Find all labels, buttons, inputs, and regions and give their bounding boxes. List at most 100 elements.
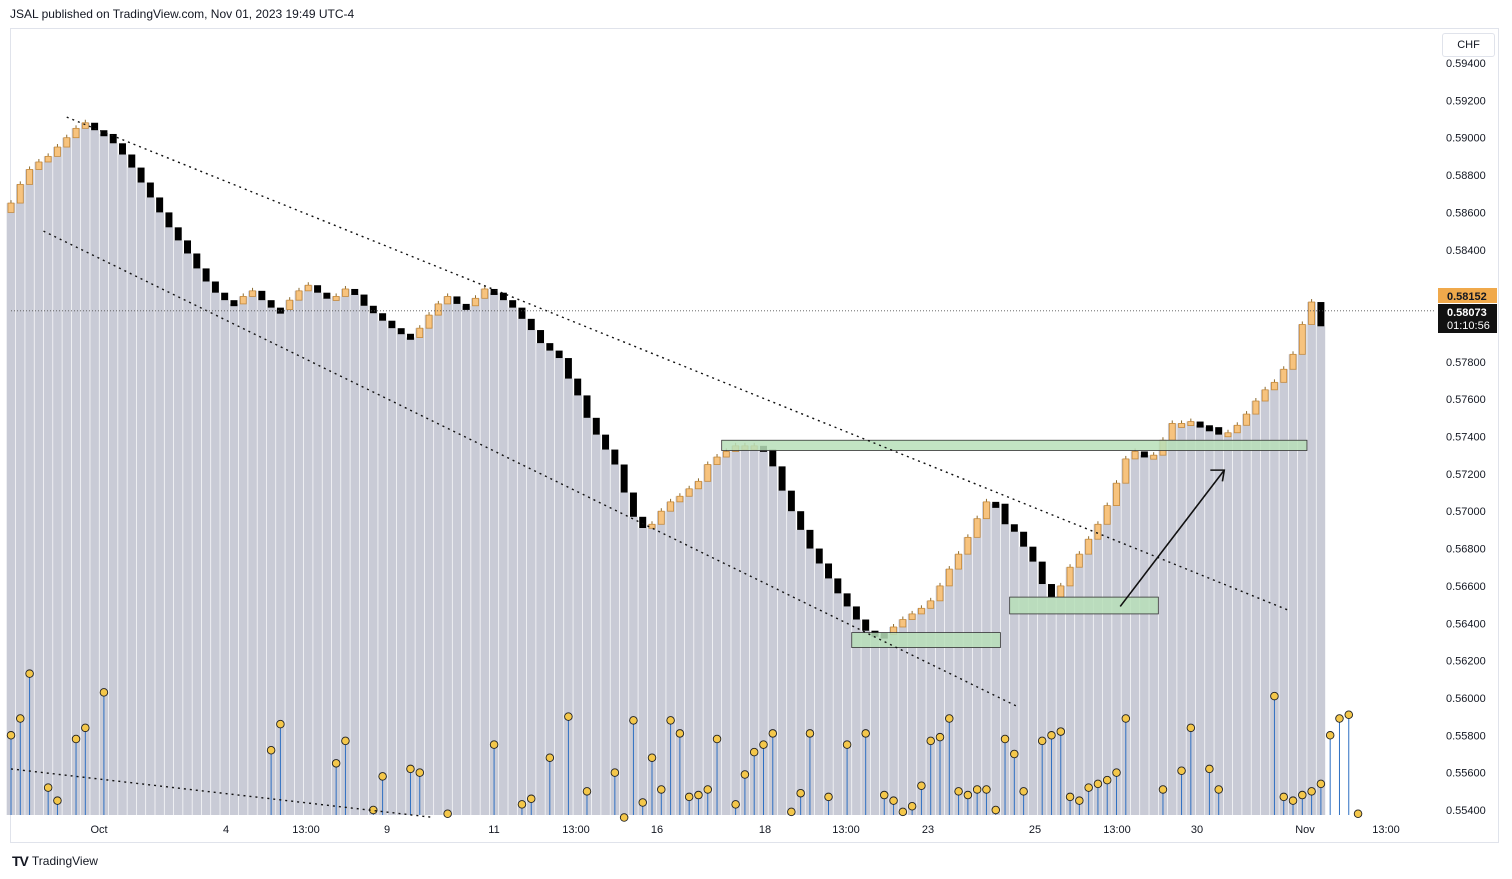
volume-column	[1047, 597, 1056, 815]
down-candle	[1029, 546, 1037, 562]
volume-column	[972, 518, 982, 815]
up-candle	[704, 464, 712, 482]
up-candle	[955, 553, 962, 570]
down-candle	[639, 516, 647, 529]
down-candle	[1205, 425, 1213, 432]
signal-dot	[694, 790, 703, 800]
volume-column	[43, 156, 53, 815]
volume-column	[461, 305, 471, 815]
tradingview-footer[interactable]: TV TradingView	[12, 853, 98, 869]
volume-column	[907, 613, 917, 815]
y-axis-tick-label: 0.57400	[1446, 432, 1486, 444]
volume-column	[591, 434, 601, 815]
down-candle	[221, 292, 229, 301]
signal-dot	[768, 729, 778, 738]
up-candle	[304, 284, 312, 292]
up-candle	[35, 161, 43, 170]
volume-column	[982, 501, 991, 815]
up-candle	[1187, 421, 1195, 426]
down-candle	[620, 464, 628, 493]
signal-dot	[945, 714, 954, 723]
down-candle	[146, 182, 154, 198]
volume-column	[824, 578, 833, 815]
up-candle	[1168, 423, 1176, 441]
signal-dot	[276, 719, 285, 729]
volume-column	[657, 511, 666, 815]
volume-column	[1279, 369, 1289, 815]
signal-dot	[805, 729, 815, 738]
up-candle	[239, 296, 247, 305]
volume-column	[396, 333, 406, 815]
down-candle	[360, 294, 368, 306]
signal-dot	[1353, 809, 1363, 818]
signal-dot	[1102, 775, 1112, 785]
x-axis-tick-label: 4	[223, 824, 229, 836]
volume-column	[1167, 423, 1177, 815]
support-zone[interactable]	[1009, 596, 1159, 615]
last-price-badge	[1438, 288, 1497, 303]
volume-column	[684, 488, 694, 815]
up-candle	[899, 619, 907, 628]
currency-button[interactable]: CHF	[1442, 33, 1495, 57]
signal-dot	[1279, 792, 1288, 802]
volume-column	[183, 253, 192, 816]
volume-column	[926, 600, 936, 815]
volume-column	[889, 626, 898, 815]
signal-dot	[331, 759, 341, 768]
arrow-shaft[interactable]	[1119, 469, 1225, 607]
volume-column	[331, 296, 341, 815]
volume-column	[1186, 421, 1196, 815]
signal-dot	[824, 792, 833, 802]
volume-column	[573, 395, 582, 815]
volume-column	[489, 292, 499, 815]
signal-dot	[675, 729, 685, 738]
y-axis-tick-label: 0.56800	[1446, 544, 1486, 556]
volume-column	[443, 296, 452, 815]
volume-column	[917, 608, 926, 815]
volume-column	[1028, 561, 1038, 815]
down-candle	[397, 328, 405, 335]
signal-dot	[712, 734, 722, 744]
down-candle	[509, 300, 517, 308]
volume-column	[954, 554, 963, 815]
signal-dot	[629, 716, 638, 725]
volume-column	[536, 343, 545, 815]
down-candle	[527, 318, 535, 331]
down-candle	[453, 296, 461, 304]
up-candle	[332, 296, 340, 301]
volume-column	[1242, 414, 1251, 815]
down-candle	[564, 358, 572, 379]
signal-dot	[1205, 764, 1214, 774]
volume-column	[313, 292, 322, 815]
down-candle	[211, 281, 219, 293]
volume-column	[1140, 455, 1149, 815]
volume-column	[1084, 539, 1093, 815]
volume-column	[173, 240, 183, 816]
volume-column	[842, 606, 852, 815]
trendline[interactable]	[10, 768, 434, 819]
volume-column	[146, 197, 155, 815]
volume-column	[647, 524, 657, 815]
up-candle	[1298, 324, 1306, 355]
volume-column	[944, 569, 954, 815]
volume-column	[62, 137, 72, 815]
signal-dot	[1158, 785, 1168, 794]
volume-column	[387, 328, 397, 815]
tradingview-logo-icon: TV	[12, 853, 29, 869]
support-zone[interactable]	[851, 632, 1001, 648]
arrow-head	[1210, 469, 1226, 482]
current-price-badge	[1438, 304, 1497, 333]
support-zone[interactable]	[721, 439, 1308, 451]
up-candle	[936, 585, 944, 602]
volume-column	[694, 481, 703, 815]
volume-column	[220, 300, 229, 815]
volume-column	[861, 630, 870, 815]
volume-column	[879, 634, 889, 815]
x-axis-tick-label: 11	[488, 824, 499, 836]
volume-column	[554, 358, 564, 815]
up-candle	[54, 146, 61, 157]
y-axis-tick-label: 0.59200	[1446, 95, 1486, 107]
volume-column	[1037, 584, 1047, 815]
signal-dot	[1288, 796, 1298, 805]
